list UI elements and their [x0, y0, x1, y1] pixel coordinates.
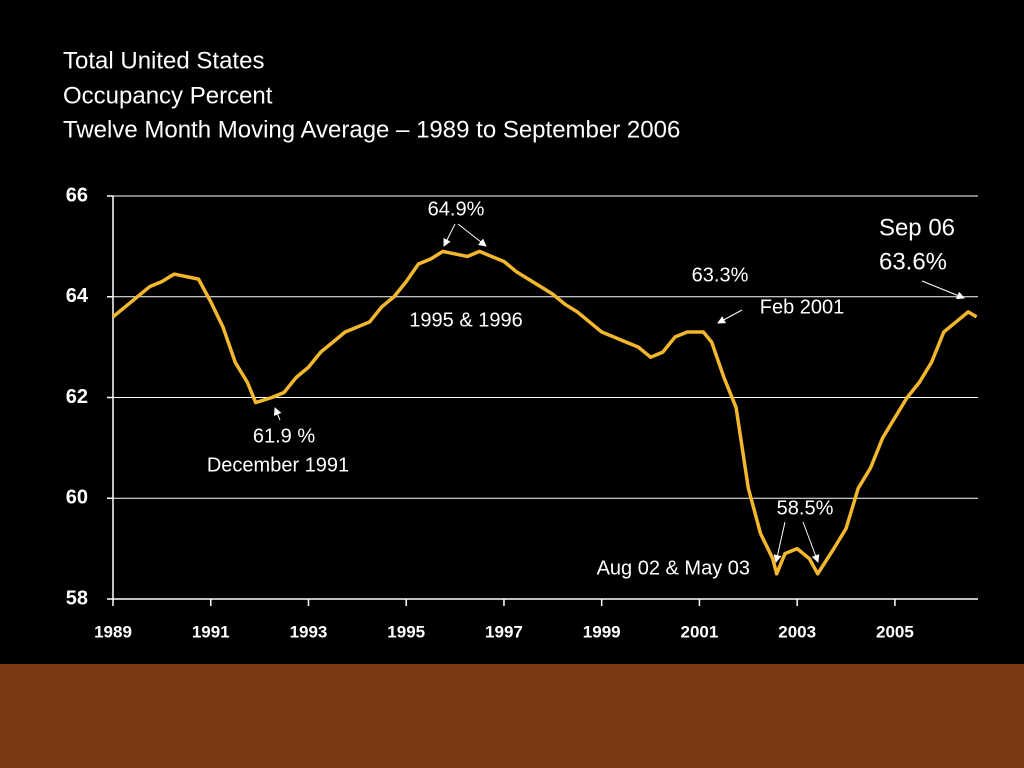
annotation: 63.3%: [692, 264, 749, 286]
annotation: Sep 06: [879, 214, 955, 241]
x-tick-label: 2003: [778, 622, 816, 641]
x-tick-label: 1989: [94, 622, 132, 641]
x-tick-label: 1993: [290, 622, 328, 641]
annotation: 64.9%: [428, 198, 485, 220]
x-tick-label: 2001: [681, 622, 719, 641]
annotation: 58.5%: [777, 497, 834, 519]
title-line: Twelve Month Moving Average – 1989 to Se…: [63, 116, 680, 143]
annotation: 63.6%: [879, 248, 947, 275]
annotation: 1995 & 1996: [409, 309, 522, 331]
y-tick-label: 62: [66, 386, 88, 408]
x-tick-label: 1991: [192, 622, 230, 641]
annotation: 61.9 %: [253, 425, 315, 447]
annotation: Aug 02 & May 03: [597, 557, 750, 579]
title-line: Total United States: [63, 47, 264, 74]
title-line: Occupancy Percent: [63, 82, 273, 109]
arrows: [274, 223, 965, 563]
y-tick-label: 58: [66, 587, 88, 609]
footer-band: [0, 664, 1024, 768]
y-tick-label: 60: [66, 487, 88, 509]
x-tick-label: 1995: [387, 622, 425, 641]
y-tick-label: 66: [66, 184, 88, 206]
x-tick-label: 2005: [876, 622, 914, 641]
x-tick-label: 1999: [583, 622, 621, 641]
y-tick-label: 64: [66, 285, 89, 307]
data-line: [111, 249, 978, 576]
annotation: Feb 2001: [760, 296, 845, 318]
annotation: December 1991: [207, 454, 349, 476]
x-tick-label: 1997: [485, 622, 523, 641]
